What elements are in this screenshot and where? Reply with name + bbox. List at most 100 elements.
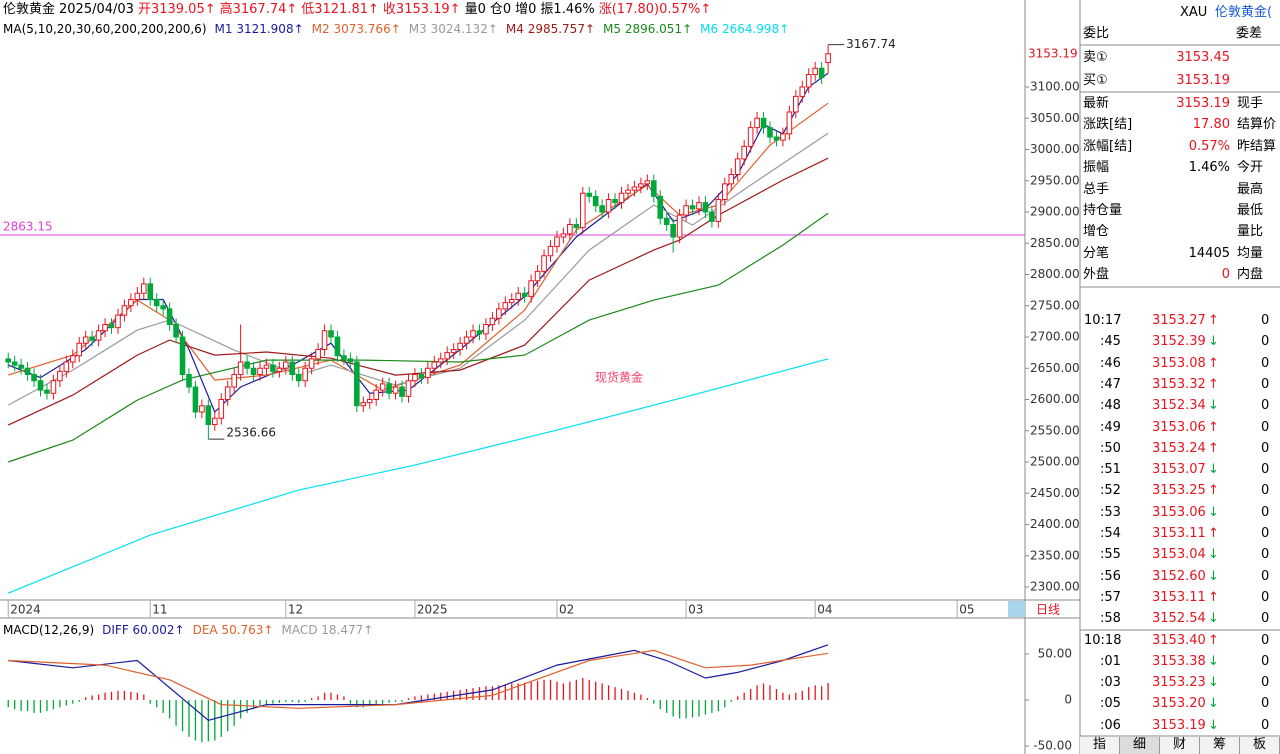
candle-body bbox=[612, 199, 618, 204]
header-item: 增0 bbox=[515, 2, 537, 17]
last-price-label: 3153.19 bbox=[1028, 46, 1078, 60]
candle-body bbox=[573, 224, 580, 229]
candle-body bbox=[153, 299, 160, 307]
panel-tab[interactable]: 指 bbox=[1080, 737, 1120, 754]
period-label: 日线 bbox=[1036, 603, 1060, 617]
tick-direction: ↑ bbox=[1208, 589, 1219, 605]
candle-body bbox=[412, 374, 418, 382]
stat-label: 结算价 bbox=[1237, 117, 1277, 133]
panel-tab[interactable]: 细 bbox=[1120, 737, 1160, 754]
x-tick-label: 12 bbox=[288, 603, 303, 617]
y-tick-label: 2600.00 bbox=[1030, 392, 1080, 406]
candle-body bbox=[470, 330, 476, 338]
candle-body bbox=[50, 380, 57, 394]
candle-body bbox=[760, 117, 767, 129]
tick-volume: 0 bbox=[1261, 462, 1270, 478]
stat-value: 14405 bbox=[1188, 245, 1230, 261]
header-item: 振1.46% bbox=[540, 2, 595, 17]
candle-body bbox=[683, 205, 689, 216]
panel-tab[interactable]: 筹 bbox=[1200, 737, 1240, 754]
candle-body bbox=[270, 364, 276, 372]
tick-time: :01 bbox=[1100, 653, 1121, 669]
tick-price: 3153.11 bbox=[1152, 589, 1206, 605]
tick-price: 3153.25 bbox=[1152, 483, 1206, 499]
y-tick-label: 2850.00 bbox=[1030, 236, 1080, 250]
candle-body bbox=[450, 349, 457, 354]
y-tick-label: 2400.00 bbox=[1030, 517, 1080, 531]
candle-body bbox=[308, 358, 315, 369]
period-box bbox=[1008, 601, 1025, 617]
candle-body bbox=[347, 358, 354, 363]
reference-label: 2863.15 bbox=[3, 220, 53, 234]
tick-volume: 0 bbox=[1261, 376, 1270, 392]
candle-body bbox=[11, 361, 18, 366]
high-label: 3167.74 bbox=[846, 37, 896, 51]
candle-body bbox=[747, 127, 754, 147]
candle-body bbox=[276, 367, 283, 372]
stat-label: 最低 bbox=[1237, 203, 1264, 218]
panel-tab[interactable]: 财 bbox=[1160, 737, 1200, 754]
panel-tab[interactable]: 板 bbox=[1240, 737, 1280, 754]
y-tick-label: 2750.00 bbox=[1030, 298, 1080, 312]
legend-entry: M4 2985.757↑ bbox=[505, 22, 596, 36]
candle-body bbox=[754, 117, 760, 129]
book-price: 3153.45 bbox=[1176, 50, 1230, 65]
tick-time: :05 bbox=[1100, 696, 1121, 712]
tick-direction: ↓ bbox=[1208, 398, 1219, 414]
candle-body bbox=[63, 361, 70, 372]
stat-value: 3153.19 bbox=[1176, 96, 1230, 111]
candle-body bbox=[502, 302, 509, 310]
candle-body bbox=[418, 374, 425, 379]
candle-body bbox=[205, 405, 212, 425]
candle-body bbox=[244, 361, 250, 369]
candle-body bbox=[625, 189, 631, 194]
candle-body bbox=[463, 336, 470, 344]
candle-body bbox=[722, 183, 728, 200]
y-tick-label: 2900.00 bbox=[1030, 205, 1080, 219]
candle-body bbox=[237, 361, 244, 375]
tick-time: :57 bbox=[1100, 589, 1121, 605]
tick-price: 3153.24 bbox=[1152, 440, 1206, 456]
candle-body bbox=[321, 330, 328, 350]
tick-direction: ↓ bbox=[1208, 547, 1219, 563]
tick-volume: 0 bbox=[1261, 504, 1270, 520]
tick-volume: 0 bbox=[1261, 611, 1270, 627]
y-tick-label: 0 bbox=[1064, 693, 1072, 707]
y-tick-label: 2950.00 bbox=[1030, 173, 1080, 187]
candle-body bbox=[425, 367, 431, 379]
candle-body bbox=[392, 386, 399, 394]
candle-body bbox=[199, 405, 205, 413]
candle-body bbox=[567, 224, 573, 235]
tick-time: :46 bbox=[1100, 355, 1121, 371]
tick-direction: ↓ bbox=[1208, 568, 1219, 584]
stat-value: 0.57% bbox=[1188, 138, 1230, 154]
stat-label: 量比 bbox=[1237, 224, 1264, 240]
candle-body bbox=[354, 361, 360, 407]
tick-direction: ↑ bbox=[1208, 376, 1219, 392]
candle-body bbox=[44, 389, 50, 394]
candle-body bbox=[37, 380, 44, 391]
y-tick-label: 2550.00 bbox=[1030, 423, 1080, 437]
tick-volume: 0 bbox=[1261, 568, 1270, 584]
candle-body bbox=[121, 305, 128, 316]
stat-label: 现手 bbox=[1237, 96, 1264, 111]
candle-body bbox=[399, 386, 405, 397]
candle-body bbox=[521, 292, 528, 297]
panel-head: 委差 bbox=[1236, 26, 1263, 41]
legend-entry: DIFF 60.002↑ bbox=[102, 623, 185, 637]
legend-entry: MACD 18.477↑ bbox=[281, 623, 374, 637]
candle-body bbox=[250, 367, 257, 375]
candle-body bbox=[231, 374, 237, 388]
tick-volume: 0 bbox=[1261, 419, 1270, 435]
tick-volume: 0 bbox=[1261, 334, 1270, 350]
candle-body bbox=[334, 336, 341, 357]
candle-body bbox=[218, 399, 225, 419]
candle-body bbox=[166, 308, 173, 325]
tick-direction: ↓ bbox=[1208, 334, 1219, 350]
stat-label: 最高 bbox=[1237, 181, 1264, 197]
header-item: 高3167.74↑ bbox=[219, 2, 298, 17]
candle-body bbox=[476, 330, 483, 335]
candle-body bbox=[825, 53, 831, 64]
tick-time: 10:18 bbox=[1084, 632, 1122, 648]
